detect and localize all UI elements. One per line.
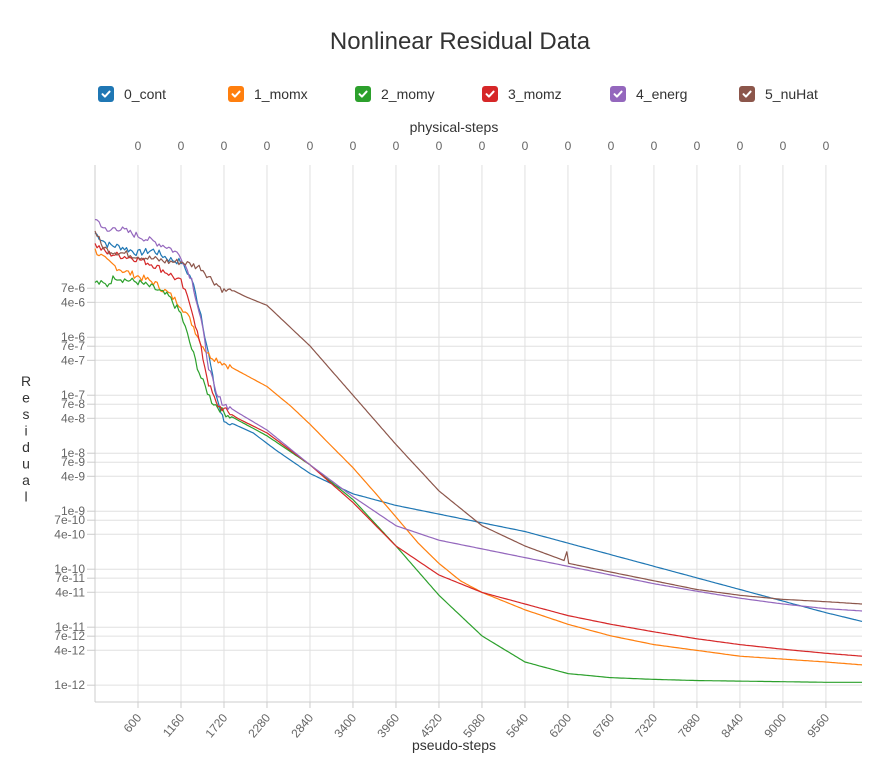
series-line-4_energ: [94, 218, 863, 612]
y-tick-label: 7e-6: [61, 281, 85, 295]
x-tick-label: 2280: [245, 711, 273, 741]
y-axis-title-letter: u: [22, 456, 30, 472]
checkbox-check-icon[interactable]: [355, 86, 371, 102]
x2-tick-label: 0: [393, 139, 400, 153]
y-axis-title-letter: d: [22, 439, 30, 455]
y-tick-label: 7e-8: [61, 397, 85, 411]
x-tick-label: 600: [121, 711, 145, 736]
series-line-5_nuHat: [94, 230, 863, 605]
x-tick-label: 9000: [761, 711, 789, 741]
x2-tick-label: 0: [264, 139, 271, 153]
checkbox-check-icon[interactable]: [739, 86, 755, 102]
x-tick-label: 7320: [632, 711, 660, 741]
x-tick-label: 5640: [503, 711, 531, 741]
x2-tick-label: 0: [780, 139, 787, 153]
y-tick-label: 1e-11: [55, 620, 85, 634]
y-axis-title-letter: R: [21, 373, 31, 389]
legend-item-2_momy[interactable]: 2_momy: [355, 86, 435, 102]
series-layer: [94, 218, 863, 683]
x-tick-label: 5080: [460, 711, 488, 741]
x-tick-label: 3960: [374, 711, 402, 741]
y-tick-label: 4e-7: [61, 353, 85, 367]
x2-tick-label: 0: [350, 139, 357, 153]
x-tick-label: 6760: [589, 711, 617, 741]
y-tick-label: 4e-8: [61, 411, 85, 425]
y-tick-label: 7e-7: [61, 339, 85, 353]
y-axis-title-letter: i: [24, 423, 27, 439]
legend-label: 3_momz: [508, 86, 562, 102]
x2-tick-label: 0: [651, 139, 658, 153]
y-tick-label: 1e-8: [61, 446, 85, 460]
x2-tick-label: 0: [694, 139, 701, 153]
x2-tick-label: 0: [307, 139, 314, 153]
legend-item-1_momx[interactable]: 1_momx: [228, 86, 308, 102]
y-axis-title-letter: l: [24, 489, 27, 505]
y-tick-label: 7e-11: [55, 571, 85, 585]
series-line-2_momy: [94, 275, 862, 683]
y-tick-label: 1e-6: [61, 330, 85, 344]
x-tick-label: 3400: [331, 711, 359, 741]
x-tick-label: 8440: [718, 711, 746, 741]
y-axis-title-letter: s: [23, 406, 30, 422]
legend-label: 1_momx: [254, 86, 308, 102]
x2-tick-label: 0: [479, 139, 486, 153]
x2-tick-label: 0: [737, 139, 744, 153]
series-line-0_cont: [94, 232, 863, 622]
x2-tick-label: 0: [221, 139, 228, 153]
y-tick-label: 1e-12: [54, 678, 85, 692]
legend-item-0_cont[interactable]: 0_cont: [98, 86, 166, 102]
y-tick-label: 1e-9: [61, 504, 85, 518]
y-axis-title-letter: a: [22, 472, 30, 488]
x2-tick-label: 0: [823, 139, 830, 153]
y-axis-title: Residual: [21, 373, 31, 505]
x-tick-label: 1160: [160, 711, 188, 740]
legend-item-5_nuHat[interactable]: 5_nuHat: [739, 86, 818, 102]
x-axis-title: pseudo-steps: [412, 737, 496, 753]
grid: [95, 165, 862, 702]
legend: 0_cont 1_momx 2_momy 3_momz 4_energ 5_nuHat: [98, 86, 878, 108]
y-tick-label: 4e-11: [55, 585, 85, 599]
series-line-3_momz: [94, 243, 863, 657]
y-tick-label: 7e-10: [54, 513, 85, 527]
x2-tick-label: 0: [565, 139, 572, 153]
checkbox-check-icon[interactable]: [610, 86, 626, 102]
y-tick-label: 1e-10: [54, 562, 85, 576]
x2-axis-title: physical-steps: [410, 119, 499, 135]
x-tick-label: 1720: [202, 711, 230, 741]
legend-label: 0_cont: [124, 86, 167, 102]
checkbox-check-icon[interactable]: [228, 86, 244, 102]
x2-tick-label: 0: [608, 139, 615, 153]
y-tick-label: 7e-12: [54, 629, 85, 643]
legend-label: 4_energ: [636, 86, 688, 102]
legend-label: 5_nuHat: [765, 86, 818, 102]
y-tick-label: 7e-9: [61, 455, 85, 469]
x-tick-label: 7880: [675, 711, 703, 741]
x-tick-label: 4520: [417, 711, 445, 741]
series-line-1_momx: [94, 248, 863, 666]
y-tick-label: 4e-10: [54, 527, 85, 541]
x-tick-label: 9560: [804, 711, 832, 741]
x-tick-label: 6200: [546, 711, 574, 741]
x2-tick-label: 0: [135, 139, 142, 153]
checkbox-check-icon[interactable]: [98, 86, 114, 102]
y-tick-label: 4e-9: [61, 469, 85, 483]
legend-label: 2_momy: [381, 86, 435, 102]
y-axis-title-letter: e: [22, 390, 30, 406]
x2-tick-label: 0: [522, 139, 529, 153]
x-tick-label: 2840: [288, 711, 316, 741]
x2-tick-label: 0: [178, 139, 185, 153]
legend-item-4_energ[interactable]: 4_energ: [610, 86, 687, 102]
y-tick-label: 4e-6: [61, 295, 85, 309]
legend-item-3_momz[interactable]: 3_momz: [482, 86, 562, 102]
y-tick-label: 4e-12: [54, 643, 85, 657]
chart-title: Nonlinear Residual Data: [329, 28, 591, 55]
x2-tick-label: 0: [436, 139, 443, 153]
checkbox-check-icon[interactable]: [482, 86, 498, 102]
y-tick-label: 1e-7: [61, 388, 85, 402]
